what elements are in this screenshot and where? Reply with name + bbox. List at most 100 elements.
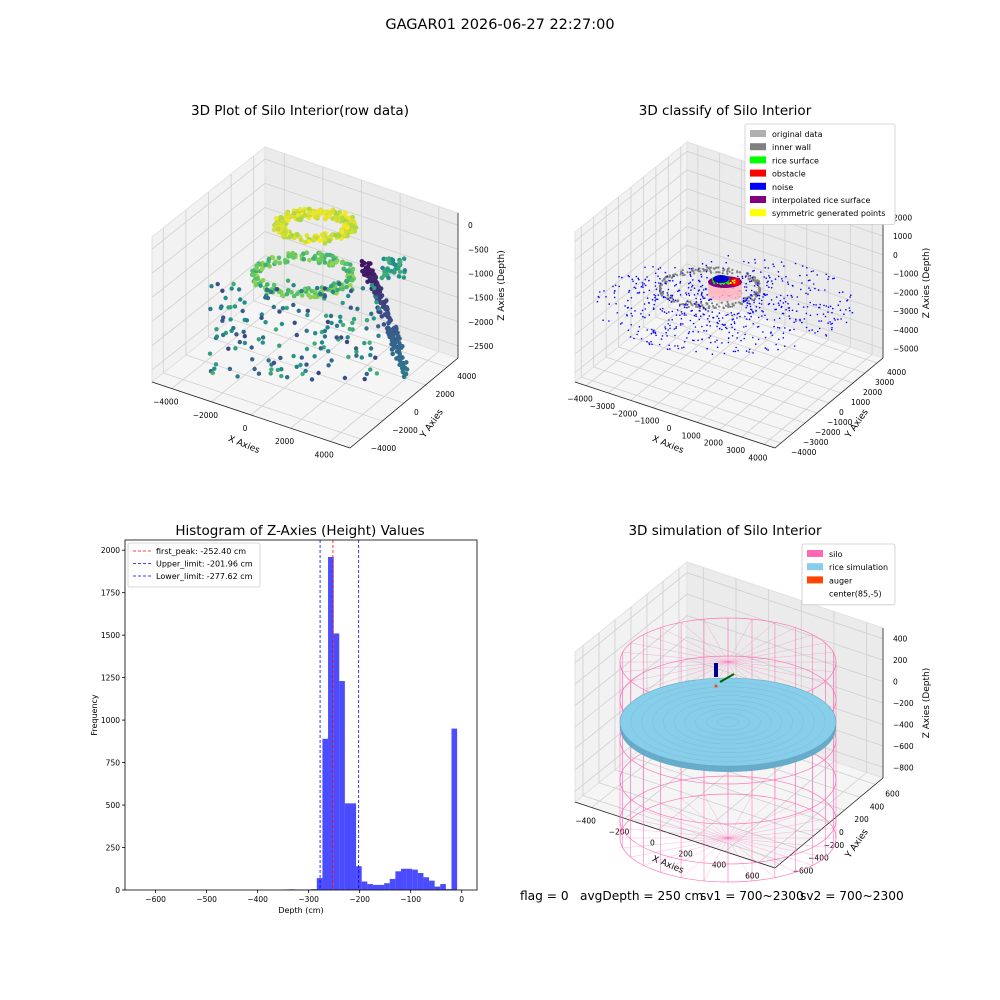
p2-noise-point: [689, 271, 691, 274]
p2-noise-point: [810, 270, 813, 273]
p1-point: [291, 302, 296, 308]
p2-noise-point: [731, 335, 734, 337]
p2-noise-point: [766, 281, 768, 284]
p2-noise-point: [742, 301, 745, 303]
p2-noise-point: [654, 295, 657, 297]
histogram-bar: [395, 871, 401, 890]
p1-point: [269, 289, 274, 295]
p2-noise-point: [619, 323, 622, 325]
p1-point: [299, 293, 305, 298]
p2-wall-point: [712, 305, 715, 308]
p2-noise-point: [703, 330, 705, 332]
p1-point: [213, 362, 219, 367]
silo-bottom-spoke: [727, 828, 834, 839]
p2-noise-point: [666, 335, 668, 337]
p2-noise-point: [818, 320, 820, 322]
p1-point: [389, 337, 395, 343]
p2-noise-point: [793, 321, 795, 324]
p2-noise-point: [716, 321, 718, 324]
p2-noise-point: [741, 275, 744, 278]
p1-point: [322, 328, 328, 334]
p2-noise-point: [750, 289, 753, 292]
p2-noise-point: [646, 297, 649, 299]
p2-noise-point: [763, 259, 766, 261]
p2-noise-point: [634, 287, 637, 290]
p2-wall-point: [689, 300, 692, 304]
histogram-legend-box: [127, 542, 261, 588]
p2-ytick: −4000: [791, 448, 817, 457]
p1-point: [212, 366, 217, 371]
p1-point: [322, 286, 327, 291]
p2-noise-point: [809, 279, 811, 282]
p2-noise-point: [681, 347, 683, 349]
histogram-xtick-label: −600: [145, 895, 166, 904]
p1-point: [386, 275, 391, 281]
p2-wall-point: [679, 271, 683, 274]
histogram-ylabel: Frequency: [90, 694, 99, 736]
p1-point: [398, 354, 403, 360]
silo-bottom-spoke: [727, 798, 776, 839]
p1-point: [279, 373, 284, 379]
p2-wall-point: [685, 302, 688, 305]
p2-noise-point: [694, 303, 696, 305]
p2-noise-point: [651, 343, 653, 346]
p2-noise-point: [608, 320, 610, 322]
p2-wall-point: [720, 301, 723, 304]
p2-noise-point: [748, 351, 750, 353]
p4-ztick: 200: [893, 656, 908, 665]
p1-point: [370, 272, 376, 277]
histogram-bar: [451, 728, 458, 890]
histogram-ytick-label: 2000: [101, 546, 120, 555]
p2-noise-point: [718, 320, 721, 322]
p2-noise-point: [752, 352, 754, 354]
p1-grid-y: [163, 372, 361, 440]
silo-bottom-spoke: [727, 818, 826, 839]
p2-noise-point: [706, 294, 708, 296]
p2-noise-point: [827, 306, 830, 309]
p2-noise-point: [667, 298, 669, 301]
p1-point: [298, 362, 303, 368]
p4-grid-y: [582, 795, 783, 862]
p2-noise-point: [797, 303, 800, 305]
p2-wall-point: [665, 280, 668, 283]
p4-ztick: −400: [893, 720, 914, 729]
p2-noise-point: [806, 267, 808, 269]
p1-point: [338, 314, 343, 319]
p2-xtick: −2000: [612, 409, 638, 418]
p4-xtick: −400: [575, 817, 596, 826]
p4-grid-y: [630, 756, 830, 824]
p2-noise-point: [699, 280, 701, 283]
p1-point: [260, 277, 266, 283]
p4-ztick: −800: [893, 763, 914, 772]
histogram-ytick-label: 500: [106, 801, 121, 810]
p1-point: [326, 349, 331, 354]
p2-noise-point: [816, 274, 818, 276]
p1-point: [397, 362, 403, 368]
p2-wall-point: [686, 271, 689, 274]
panel1-plot: −4000−2000020004000−4000−20000200040000−…: [150, 145, 507, 459]
p2-noise-point: [783, 297, 785, 300]
p2-noise-point: [784, 327, 786, 329]
rice-simulation-contour: [717, 717, 740, 727]
silo-bottom-spoke: [680, 798, 729, 839]
histogram-ytick-label: 1750: [101, 589, 120, 598]
p2-noise-point: [671, 310, 674, 313]
p2-noise-point: [762, 310, 764, 313]
p2-noise-point: [701, 338, 703, 341]
p1-point: [276, 255, 282, 261]
p2-noise-point: [666, 275, 669, 278]
p2-noise-point: [817, 289, 820, 291]
p1-point: [242, 340, 248, 346]
histogram-ytick-label: 250: [106, 844, 121, 853]
p1-point: [339, 229, 345, 235]
p2-wall-point: [726, 272, 729, 276]
p2-noise-point: [692, 322, 695, 325]
p2-noise-point: [766, 284, 768, 287]
p2-y-axis: [774, 357, 884, 449]
p2-noise-point: [768, 286, 770, 289]
histogram-bar: [389, 878, 396, 890]
p1-point: [223, 295, 228, 301]
p2-noise-point: [711, 311, 713, 313]
rice-simulation-contour: [673, 699, 783, 745]
p2-noise-point: [675, 326, 678, 328]
